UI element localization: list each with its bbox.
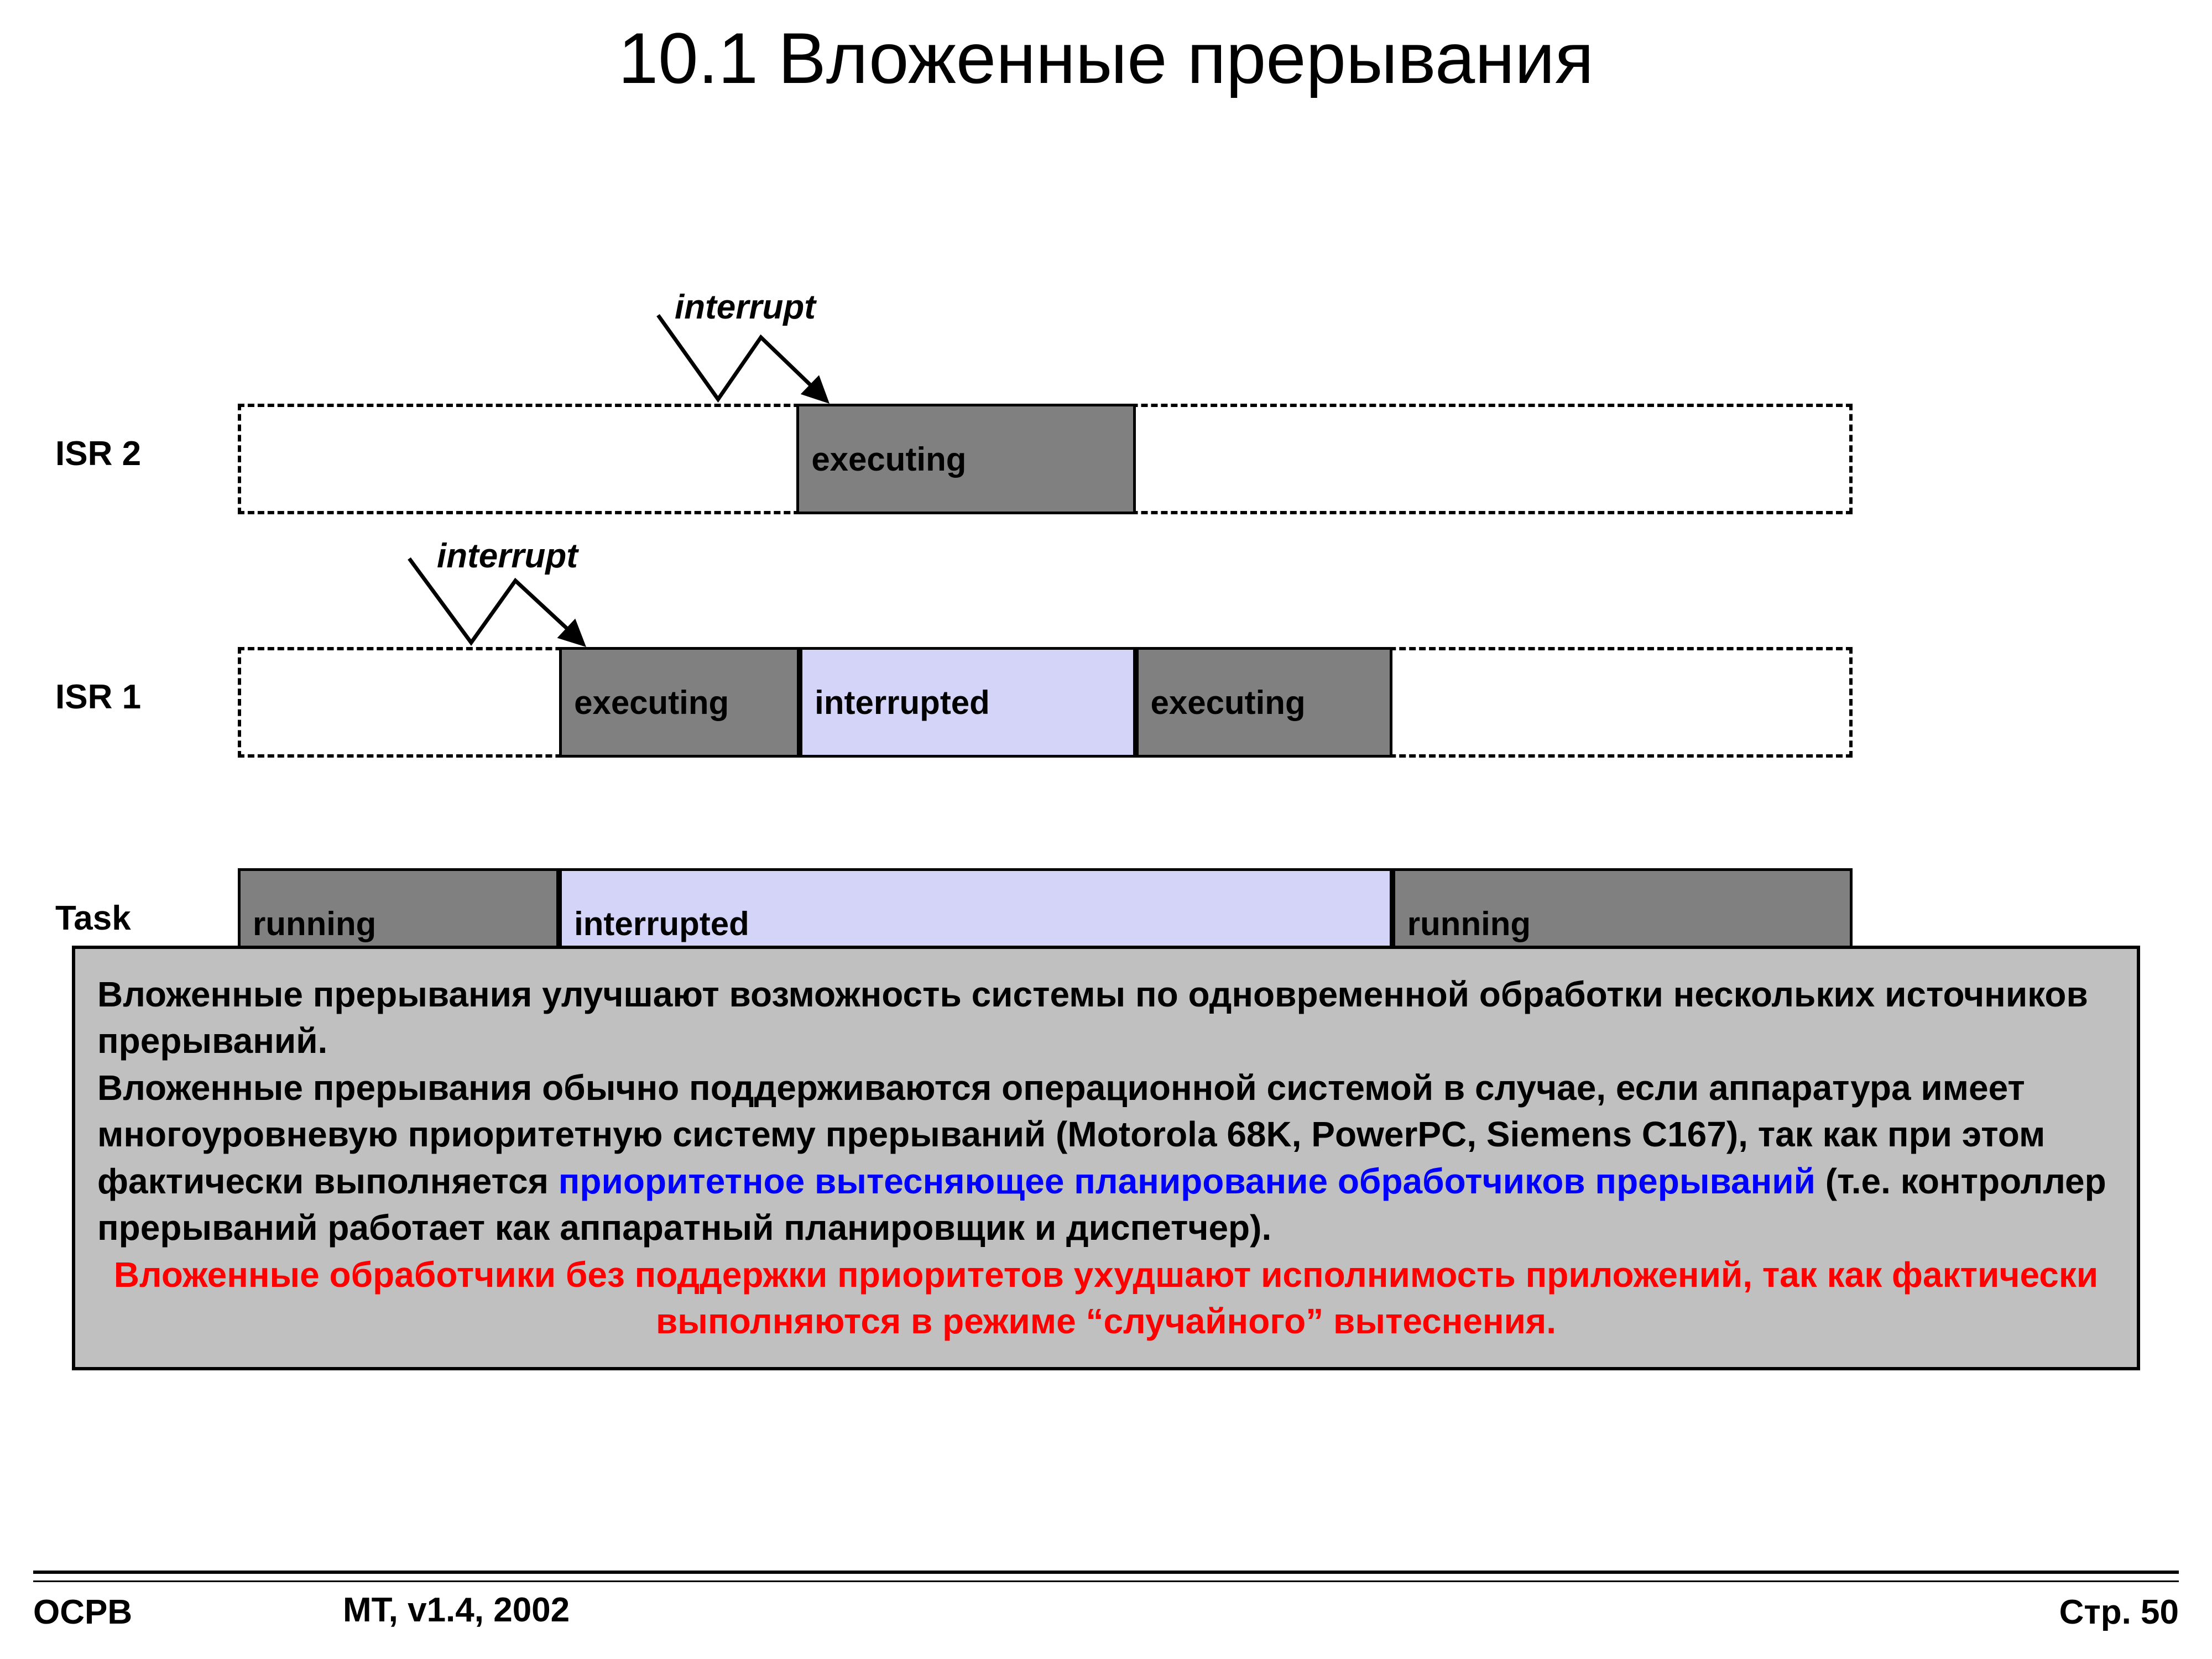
interrupt-arrow-1 — [55, 133, 2157, 1018]
timing-diagram: ISR 2ISR 1Taskexecutingexecutinginterrup… — [55, 133, 2157, 946]
footer-rule-thick — [33, 1571, 2179, 1574]
info-p2-highlight: приоритетное вытесняющее планирование об… — [559, 1161, 1815, 1201]
footer-rule-thin — [33, 1580, 2179, 1582]
footer-center: MT, v1.4, 2002 — [343, 1590, 570, 1630]
info-box: Вложенные прерывания улучшают возможност… — [72, 946, 2140, 1370]
footer: ОСРВ MT, v1.4, 2002 Стр. 50 — [33, 1571, 2179, 1637]
footer-left: ОСРВ — [33, 1593, 132, 1632]
page-title: 10.1 Вложенные прерывания — [0, 0, 2212, 100]
info-p3: Вложенные обработчики без поддержки прио… — [97, 1251, 2115, 1345]
info-p1: Вложенные прерывания улучшают возможност… — [97, 974, 2088, 1061]
footer-right: Стр. 50 — [2059, 1593, 2179, 1632]
